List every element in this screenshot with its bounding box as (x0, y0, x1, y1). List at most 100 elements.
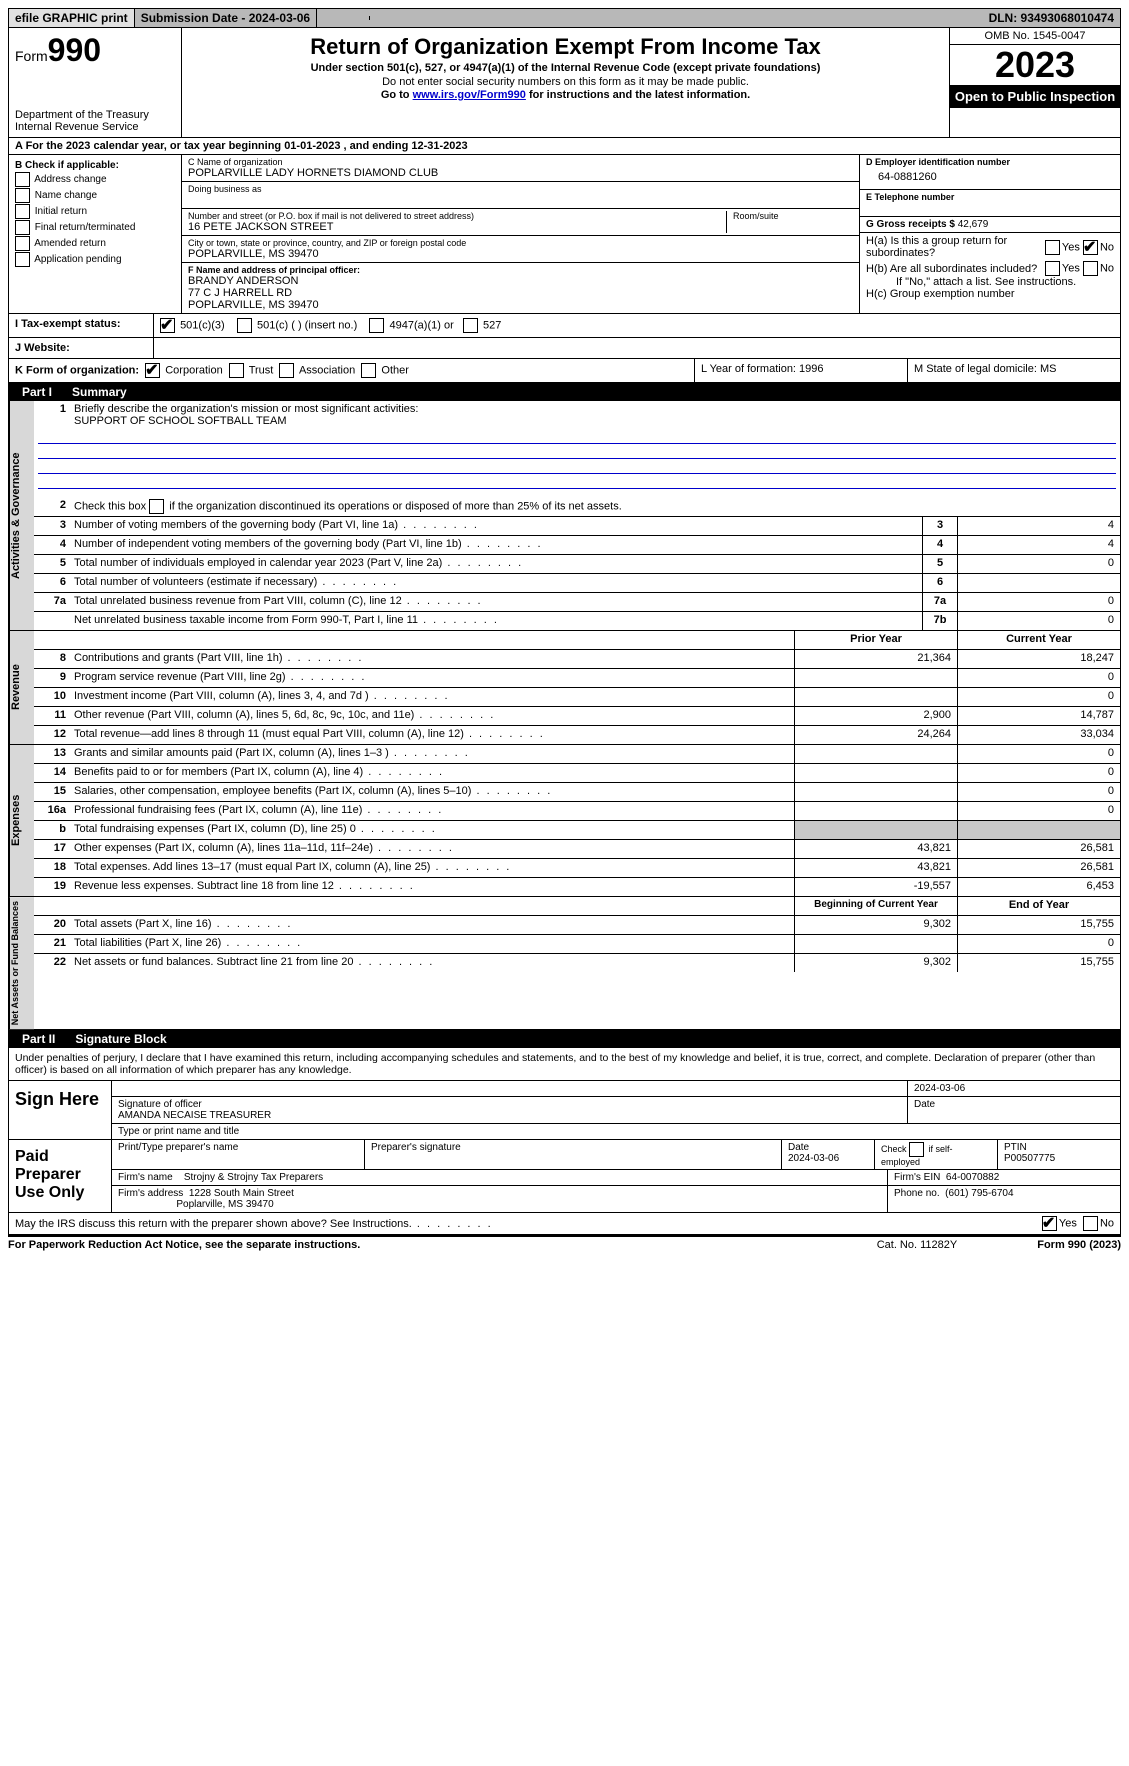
date-label: Date (908, 1097, 1120, 1123)
summary-row: 22Net assets or fund balances. Subtract … (34, 954, 1120, 972)
chk-527[interactable] (463, 318, 478, 333)
summary-row: 15Salaries, other compensation, employee… (34, 783, 1120, 802)
status-i-label: I Tax-exempt status: (9, 314, 154, 337)
officer-name: BRANDY ANDERSON (188, 275, 853, 287)
firm-name: Strojny & Strojny Tax Preparers (184, 1172, 323, 1183)
discuss-yes[interactable] (1042, 1216, 1057, 1231)
summary-row: 9Program service revenue (Part VIII, lin… (34, 669, 1120, 688)
ha-yes[interactable] (1045, 240, 1060, 255)
perjury-statement: Under penalties of perjury, I declare th… (8, 1048, 1121, 1081)
entity-block: B Check if applicable: Address change Na… (8, 155, 1121, 314)
firm-phone: (601) 795-6704 (945, 1188, 1013, 1199)
chk-initial-return[interactable] (15, 204, 30, 219)
discuss-label: May the IRS discuss this return with the… (15, 1218, 493, 1230)
form-title: Return of Organization Exempt From Incom… (190, 34, 941, 60)
summary-row: bTotal fundraising expenses (Part IX, co… (34, 821, 1120, 840)
chk-amended[interactable] (15, 236, 30, 251)
paid-preparer-label: Paid Preparer Use Only (9, 1140, 112, 1212)
prep-sig-label: Preparer's signature (365, 1140, 782, 1169)
page-footer: For Paperwork Reduction Act Notice, see … (8, 1237, 1121, 1253)
row-a-tax-year: A For the 2023 calendar year, or tax yea… (8, 138, 1121, 155)
irs-label: Internal Revenue Service (15, 121, 175, 133)
chk-501c3[interactable] (160, 318, 175, 333)
vtab-expenses: Expenses (9, 745, 34, 896)
chk-other[interactable] (361, 363, 376, 378)
chk-discontinued[interactable] (149, 499, 164, 514)
irs-link[interactable]: www.irs.gov/Form990 (413, 89, 526, 101)
summary-row: 8Contributions and grants (Part VIII, li… (34, 650, 1120, 669)
type-name-label: Type or print name and title (112, 1124, 1120, 1139)
hb-yes[interactable] (1045, 261, 1060, 276)
summary-row: 13Grants and similar amounts paid (Part … (34, 745, 1120, 764)
phone-label: Phone no. (894, 1188, 940, 1199)
cat-number: Cat. No. 11282Y (877, 1239, 958, 1251)
summary-row: 11Other revenue (Part VIII, column (A), … (34, 707, 1120, 726)
paid-preparer-block: Paid Preparer Use Only Print/Type prepar… (8, 1140, 1121, 1213)
firm-addr1: 1228 South Main Street (189, 1188, 294, 1199)
chk-address-change[interactable] (15, 172, 30, 187)
tax-exempt-status-row: I Tax-exempt status: 501(c)(3) 501(c) ( … (8, 314, 1121, 338)
sig-officer-label: Signature of officer (118, 1099, 202, 1110)
gross-label: G Gross receipts $ (866, 219, 958, 230)
hb-label: H(b) Are all subordinates included? (866, 263, 1045, 275)
chk-501c[interactable] (237, 318, 252, 333)
col-b-checkboxes: B Check if applicable: Address change Na… (9, 155, 182, 313)
col-beginning-year: Beginning of Current Year (794, 897, 957, 915)
ha-label: H(a) Is this a group return for subordin… (866, 235, 1045, 259)
hb-note: If "No," attach a list. See instructions… (866, 276, 1114, 288)
ein-label: D Employer identification number (866, 157, 1114, 167)
sig-date: 2024-03-06 (908, 1081, 1120, 1096)
ptin-value: P00507775 (1004, 1153, 1055, 1164)
part2-header: Part II Signature Block (8, 1030, 1121, 1048)
section-governance: Activities & Governance 1 Briefly descri… (8, 401, 1121, 631)
section-net-assets: Net Assets or Fund Balances Beginning of… (8, 897, 1121, 1030)
dept-treasury: Department of the Treasury (15, 109, 175, 121)
part2-num: Part II (14, 1032, 63, 1046)
chk-self-employed[interactable] (909, 1142, 924, 1157)
ein-value: 64-0881260 (866, 167, 1114, 187)
chk-4947[interactable] (369, 318, 384, 333)
summary-row: 17Other expenses (Part IX, column (A), l… (34, 840, 1120, 859)
summary-row: 12Total revenue—add lines 8 through 11 (… (34, 726, 1120, 744)
k-label: K Form of organization: (15, 364, 139, 376)
state-domicile: M State of legal domicile: MS (907, 359, 1120, 382)
summary-row: 20Total assets (Part X, line 16)9,30215,… (34, 916, 1120, 935)
dln: DLN: 93493068010474 (983, 9, 1120, 27)
chk-app-pending[interactable] (15, 252, 30, 267)
chk-name-change[interactable] (15, 188, 30, 203)
chk-trust[interactable] (229, 363, 244, 378)
part1-header: Part I Summary (8, 383, 1121, 401)
summary-row: 5Total number of individuals employed in… (34, 555, 1120, 574)
addr-label: Number and street (or P.O. box if mail i… (188, 211, 726, 221)
summary-row: 19Revenue less expenses. Subtract line 1… (34, 878, 1120, 896)
blank-cell (317, 16, 370, 20)
ha-no[interactable] (1083, 240, 1098, 255)
gross-receipts: 42,679 (958, 219, 989, 230)
city-state-zip: POPLARVILLE, MS 39470 (188, 248, 853, 260)
section-revenue: Revenue Prior Year Current Year 8Contrib… (8, 631, 1121, 745)
firm-ein-label: Firm's EIN (894, 1172, 940, 1183)
summary-row: 4Number of independent voting members of… (34, 536, 1120, 555)
hb-no[interactable] (1083, 261, 1098, 276)
part2-name: Signature Block (75, 1032, 166, 1046)
chk-final-return[interactable] (15, 220, 30, 235)
chk-assoc[interactable] (279, 363, 294, 378)
chk-corp[interactable] (145, 363, 160, 378)
org-name: POPLARVILLE LADY HORNETS DIAMOND CLUB (188, 167, 853, 179)
form-footer: Form 990 (2023) (1037, 1239, 1121, 1251)
firm-name-label: Firm's name (118, 1172, 173, 1183)
open-inspection: Open to Public Inspection (950, 85, 1120, 108)
summary-row: 21Total liabilities (Part X, line 26)0 (34, 935, 1120, 954)
summary-row: 10Investment income (Part VIII, column (… (34, 688, 1120, 707)
website-label: J Website: (9, 338, 154, 358)
org-name-label: C Name of organization (188, 157, 853, 167)
efile-btn[interactable]: efile GRAPHIC print (9, 9, 135, 27)
discuss-no[interactable] (1083, 1216, 1098, 1231)
sig-officer-name: AMANDA NECAISE TREASURER (118, 1110, 271, 1121)
summary-row: 6Total number of volunteers (estimate if… (34, 574, 1120, 593)
year-formation: L Year of formation: 1996 (694, 359, 907, 382)
website-row: J Website: (8, 338, 1121, 359)
mission-label: Briefly describe the organization's miss… (74, 403, 418, 415)
street-address: 16 PETE JACKSON STREET (188, 221, 726, 233)
sign-here-block: Sign Here 2024-03-06 Signature of office… (8, 1081, 1121, 1140)
